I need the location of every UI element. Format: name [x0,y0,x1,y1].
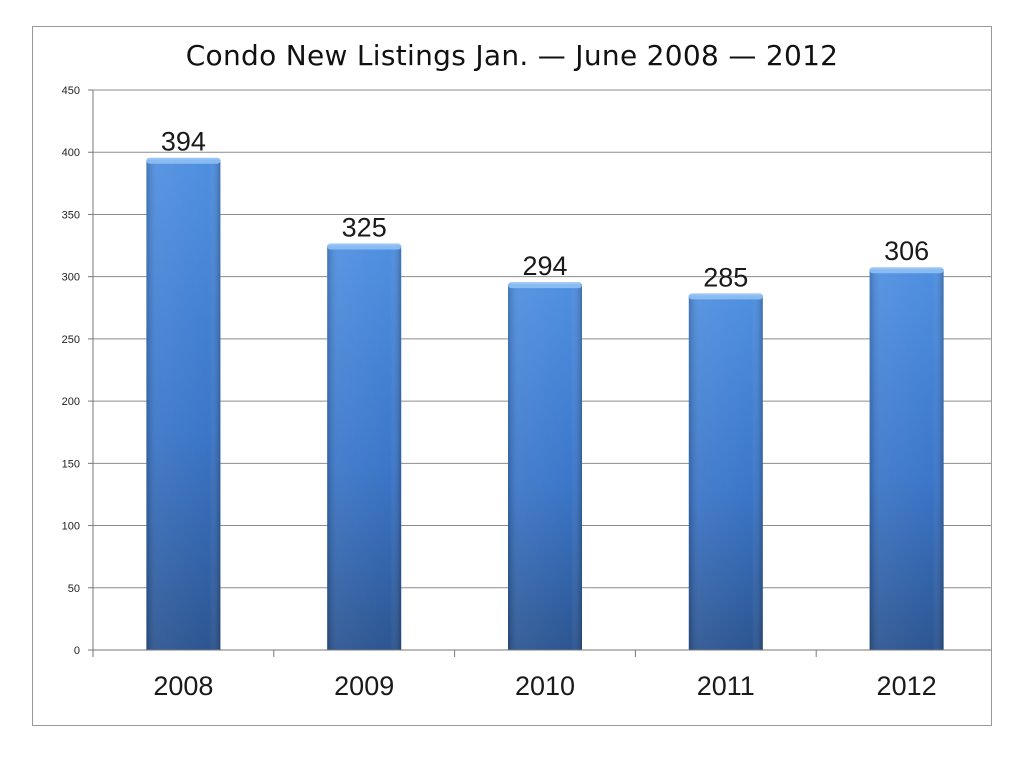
y-tick-label: 300 [62,272,80,284]
y-tick-label: 400 [62,147,80,159]
y-tick-label: 50 [68,583,80,595]
data-label: 394 [161,127,206,157]
chart-title: Condo New Listings Jan. — June 2008 — 20… [185,39,839,72]
bar-cap [146,157,221,164]
y-tick-label: 350 [62,209,80,221]
bar-shading [508,284,582,650]
x-tick-label: 2011 [697,671,755,701]
data-label: 294 [522,251,567,281]
y-tick-label: 200 [62,396,80,408]
x-axis-ticks: 2008 2009 2010 2011 2012 [92,650,937,701]
x-tick-label: 2009 [334,671,394,701]
x-tick-label: 2012 [877,671,937,701]
y-tick-label: 0 [74,645,80,657]
bar-cap [688,293,763,300]
y-tick-label: 250 [62,334,80,346]
data-label: 325 [342,213,387,243]
x-tick-label: 2010 [515,671,575,701]
y-tick-label: 100 [62,521,80,533]
y-tick-label: 150 [62,458,80,470]
y-axis-ticks: 0 50 100 150 200 250 300 350 400 450 [62,85,93,657]
data-label: 285 [703,262,748,292]
bar-shading [688,295,763,650]
axes [92,90,991,651]
data-labels: 394 325 294 285 306 [161,127,929,293]
bar-chart: 0 50 100 150 200 250 300 350 400 450 394 325 294 285… [62,85,991,701]
bar-shading [869,269,944,650]
bar-cap [327,243,402,250]
x-tick-label: 2008 [153,671,213,701]
bars [146,157,944,651]
data-label: 306 [884,236,929,266]
y-tick-label: 450 [62,85,80,97]
bar-cap [508,282,582,289]
bar-cap [869,267,944,274]
bar-shading [327,245,402,651]
bar-shading [146,159,221,650]
chart-frame: Condo New Listings Jan. — June 2008 — 20… [32,26,992,726]
